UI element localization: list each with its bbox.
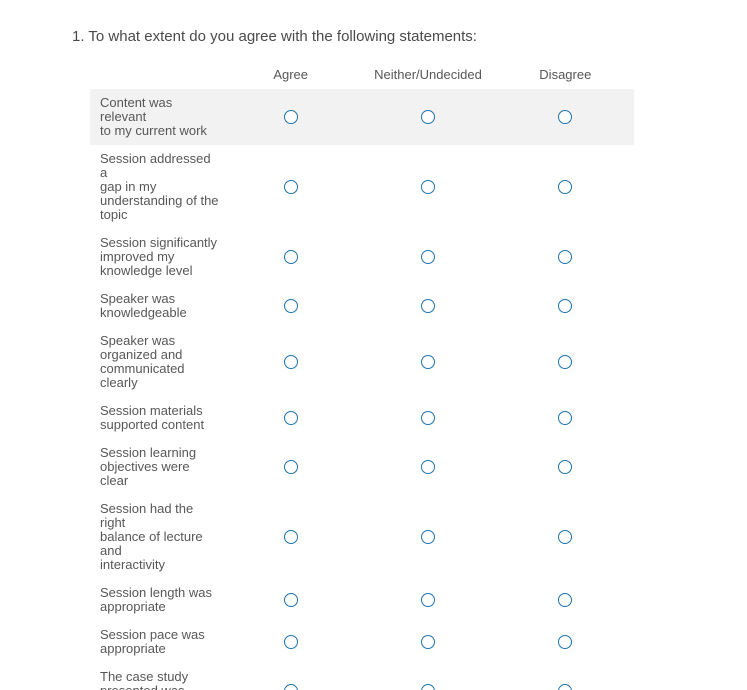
radio-cell-agree (222, 229, 359, 285)
radio-cell-disagree (497, 285, 634, 327)
radio-agree[interactable] (283, 250, 298, 264)
column-header-disagree: Disagree (539, 67, 592, 82)
matrix-header-row: Agree Neither/Undecided Disagree (90, 60, 634, 89)
radio-cell-neither-undecided (359, 621, 496, 663)
row-label: Session length was appropriate (100, 585, 213, 614)
matrix-body: Content was relevant to my current work … (90, 89, 634, 690)
radio-agree[interactable] (283, 684, 298, 690)
row-label: Session addressed a gap in my understand… (100, 151, 219, 222)
row-label: Speaker was knowledgeable (100, 291, 187, 320)
radio-neither-undecided[interactable] (420, 355, 435, 369)
radio-cell-neither-undecided (359, 229, 496, 285)
radio-cell-disagree (497, 229, 634, 285)
radio-cell-disagree (497, 145, 634, 229)
matrix-row: Session pace was appropriate (90, 621, 634, 663)
radio-neither-undecided[interactable] (420, 411, 435, 425)
radio-cell-disagree (497, 397, 634, 439)
radio-cell-neither-undecided (359, 579, 496, 621)
radio-cell-agree (222, 397, 359, 439)
radio-cell-neither-undecided (359, 397, 496, 439)
row-label: The case study presented was useful (100, 669, 189, 690)
radio-neither-undecided[interactable] (420, 684, 435, 690)
matrix-row: Session materials supported content (90, 397, 634, 439)
rating-matrix: Agree Neither/Undecided Disagree Content… (90, 60, 634, 690)
radio-neither-undecided[interactable] (420, 530, 435, 544)
matrix-row: Session learning objectives were clear (90, 439, 634, 495)
radio-neither-undecided[interactable] (420, 110, 435, 124)
matrix-row: Speaker was knowledgeable (90, 285, 634, 327)
matrix-row: Session significantly improved my knowle… (90, 229, 634, 285)
radio-agree[interactable] (283, 635, 298, 649)
radio-disagree[interactable] (558, 593, 573, 607)
radio-cell-agree (222, 145, 359, 229)
row-label: Session significantly improved my knowle… (100, 235, 218, 278)
radio-cell-neither-undecided (359, 495, 496, 579)
row-label: Session had the right balance of lecture… (100, 501, 203, 572)
radio-agree[interactable] (283, 411, 298, 425)
radio-cell-agree (222, 621, 359, 663)
radio-agree[interactable] (283, 460, 298, 474)
radio-disagree[interactable] (558, 530, 573, 544)
radio-agree[interactable] (283, 593, 298, 607)
radio-disagree[interactable] (558, 250, 573, 264)
radio-cell-disagree (497, 579, 634, 621)
radio-cell-agree (222, 663, 359, 690)
radio-cell-neither-undecided (359, 89, 496, 145)
radio-cell-agree (222, 89, 359, 145)
radio-cell-disagree (497, 621, 634, 663)
matrix-row: Content was relevant to my current work (90, 89, 634, 145)
matrix-row: The case study presented was useful (90, 663, 634, 690)
column-header-neither-undecided: Neither/Undecided (374, 67, 482, 82)
radio-agree[interactable] (283, 355, 298, 369)
radio-cell-disagree (497, 327, 634, 397)
matrix-row: Session addressed a gap in my understand… (90, 145, 634, 229)
radio-cell-agree (222, 495, 359, 579)
radio-cell-neither-undecided (359, 285, 496, 327)
radio-cell-agree (222, 579, 359, 621)
radio-agree[interactable] (283, 110, 298, 124)
radio-cell-neither-undecided (359, 663, 496, 690)
radio-disagree[interactable] (558, 460, 573, 474)
radio-cell-disagree (497, 663, 634, 690)
matrix-row: Session had the right balance of lecture… (90, 495, 634, 579)
matrix-row: Speaker was organized and communicated c… (90, 327, 634, 397)
radio-cell-agree (222, 285, 359, 327)
radio-cell-disagree (497, 495, 634, 579)
radio-cell-neither-undecided (359, 327, 496, 397)
radio-disagree[interactable] (558, 635, 573, 649)
radio-disagree[interactable] (558, 411, 573, 425)
radio-cell-neither-undecided (359, 145, 496, 229)
radio-cell-neither-undecided (359, 439, 496, 495)
row-label: Session pace was appropriate (100, 627, 205, 656)
radio-disagree[interactable] (558, 299, 573, 313)
radio-disagree[interactable] (558, 684, 573, 690)
radio-neither-undecided[interactable] (420, 460, 435, 474)
row-label: Content was relevant to my current work (100, 95, 207, 138)
question-title: 1. To what extent do you agree with the … (72, 28, 477, 45)
radio-disagree[interactable] (558, 355, 573, 369)
row-label: Session materials supported content (100, 403, 205, 432)
matrix-row: Session length was appropriate (90, 579, 634, 621)
radio-agree[interactable] (283, 530, 298, 544)
radio-cell-agree (222, 327, 359, 397)
radio-cell-disagree (497, 89, 634, 145)
radio-disagree[interactable] (558, 180, 573, 194)
column-header-agree: Agree (273, 67, 309, 82)
radio-neither-undecided[interactable] (420, 250, 435, 264)
radio-agree[interactable] (283, 180, 298, 194)
row-label: Speaker was organized and communicated c… (100, 333, 185, 390)
radio-neither-undecided[interactable] (420, 635, 435, 649)
row-label: Session learning objectives were clear (100, 445, 197, 488)
radio-cell-disagree (497, 439, 634, 495)
radio-neither-undecided[interactable] (420, 180, 435, 194)
radio-agree[interactable] (283, 299, 298, 313)
radio-neither-undecided[interactable] (420, 593, 435, 607)
radio-neither-undecided[interactable] (420, 299, 435, 313)
radio-disagree[interactable] (558, 110, 573, 124)
radio-cell-agree (222, 439, 359, 495)
